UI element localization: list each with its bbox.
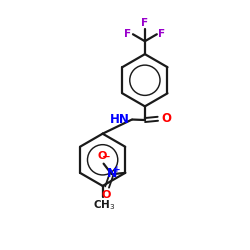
Text: CH$_3$: CH$_3$: [93, 198, 115, 212]
Text: −: −: [102, 152, 110, 162]
Text: F: F: [141, 18, 148, 28]
Text: HN: HN: [110, 113, 130, 126]
Text: O: O: [98, 151, 107, 161]
Text: +: +: [113, 165, 120, 174]
Text: F: F: [158, 29, 166, 39]
Text: O: O: [102, 190, 111, 200]
Text: N: N: [107, 167, 117, 180]
Text: O: O: [161, 112, 171, 125]
Text: F: F: [124, 29, 132, 39]
